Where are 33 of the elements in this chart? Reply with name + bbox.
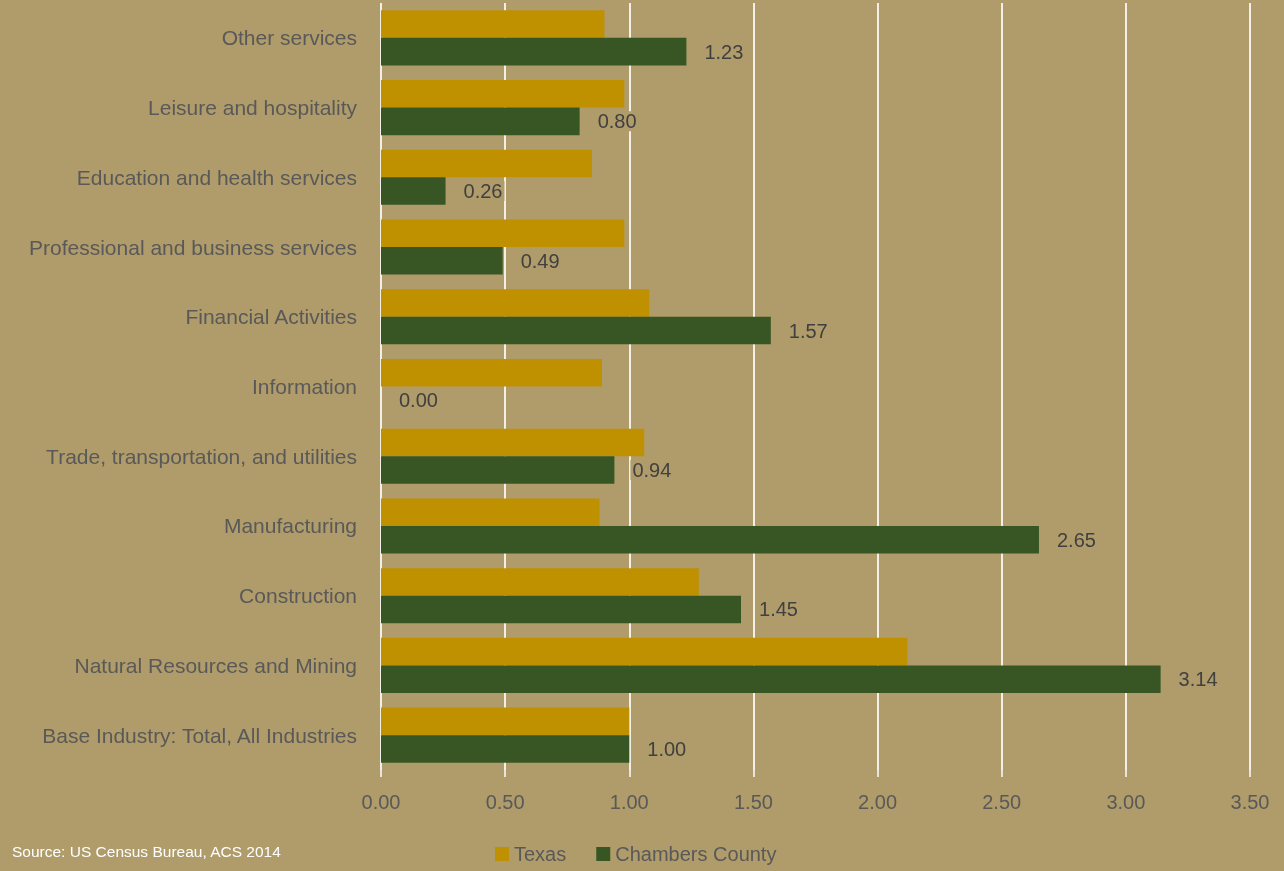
y-tick-label: Information bbox=[251, 375, 357, 398]
x-tick-label: 1.50 bbox=[733, 791, 773, 813]
data-label: 0.26 bbox=[463, 180, 503, 203]
x-tick-label: 3.00 bbox=[1106, 791, 1146, 813]
y-tick-label: Trade, transportation, and utilities bbox=[46, 444, 357, 468]
y-tick-label: Financial Activities bbox=[185, 305, 357, 329]
y-tick-label: Other services bbox=[221, 26, 357, 50]
x-tick-label: 0.00 bbox=[361, 791, 401, 813]
data-label: 2.65 bbox=[1056, 528, 1096, 551]
data-label: 0.00 bbox=[399, 389, 438, 412]
y-tick-label: Natural Resources and Mining bbox=[74, 653, 357, 677]
x-tick-label: 3.50 bbox=[1230, 791, 1270, 813]
data-label: 0.49 bbox=[520, 249, 560, 272]
legend-label: Chambers County bbox=[615, 843, 777, 865]
data-label: 1.23 bbox=[704, 40, 744, 63]
x-tick-label: 2.00 bbox=[858, 791, 898, 813]
data-label: 0.80 bbox=[597, 110, 637, 133]
source-note: Source: US Census Bureau, ACS 2014 bbox=[12, 842, 282, 860]
data-label: 1.00 bbox=[647, 737, 687, 760]
legend-label: Texas bbox=[514, 843, 567, 865]
x-tick-label: 2.50 bbox=[982, 791, 1022, 813]
data-label: 1.57 bbox=[788, 319, 828, 342]
y-tick-label: Construction bbox=[239, 584, 357, 608]
y-tick-label: Professional and business services bbox=[28, 235, 357, 259]
data-label: 0.94 bbox=[632, 459, 672, 481]
y-tick-label: Manufacturing bbox=[223, 514, 357, 538]
y-tick-label: Leisure and hospitality bbox=[148, 96, 358, 120]
data-label: 1.45 bbox=[759, 598, 798, 621]
x-tick-label: 1.00 bbox=[609, 791, 649, 813]
data-label: 3.14 bbox=[1178, 668, 1218, 691]
y-tick-label: Education and health services bbox=[76, 165, 357, 189]
y-tick-label: Base Industry: Total, All Industries bbox=[42, 723, 357, 747]
x-tick-label: 0.50 bbox=[485, 791, 525, 813]
